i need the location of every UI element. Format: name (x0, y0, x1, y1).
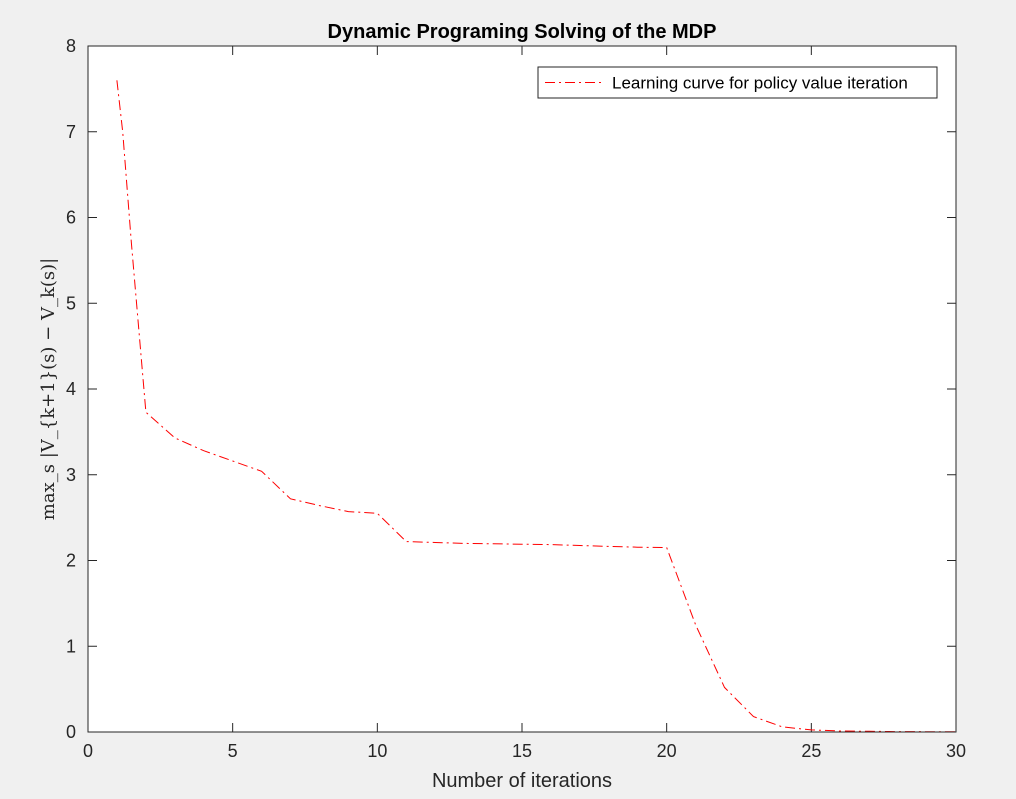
y-axis-label: max_s |V_{k+1}(s) − V_k(s)| (38, 258, 59, 520)
ticks-layer: 0 5 10 15 20 25 30 0 1 2 3 4 5 6 7 8 (66, 36, 966, 761)
legend: Learning curve for policy value iteratio… (537, 66, 938, 99)
axes-box (87, 45, 957, 733)
y-tick-label: 5 (66, 293, 76, 313)
plot-area (88, 46, 956, 732)
x-tick-label: 25 (801, 741, 821, 761)
x-tick-label: 30 (946, 741, 966, 761)
y-tick-label: 1 (66, 636, 76, 656)
legend-label: Learning curve for policy value iteratio… (612, 74, 908, 93)
chart-title: Dynamic Programing Solving of the MDP (328, 21, 717, 43)
y-tick-label: 6 (66, 208, 76, 228)
y-tick-label: 3 (66, 465, 76, 485)
x-tick-label: 0 (83, 741, 93, 761)
y-tick-label: 7 (66, 122, 76, 142)
x-tick-label: 15 (512, 741, 532, 761)
x-tick-label: 20 (657, 741, 677, 761)
y-tick-label: 0 (66, 722, 76, 742)
series-line (116, 80, 957, 733)
y-tick-label: 8 (66, 36, 76, 56)
y-tick-label: 4 (66, 379, 76, 399)
legend-box (537, 66, 938, 99)
y-tick-label: 2 (66, 551, 76, 571)
x-axis-label: Number of iterations (432, 770, 612, 792)
x-tick-label: 10 (367, 741, 387, 761)
x-tick-label: 5 (228, 741, 238, 761)
